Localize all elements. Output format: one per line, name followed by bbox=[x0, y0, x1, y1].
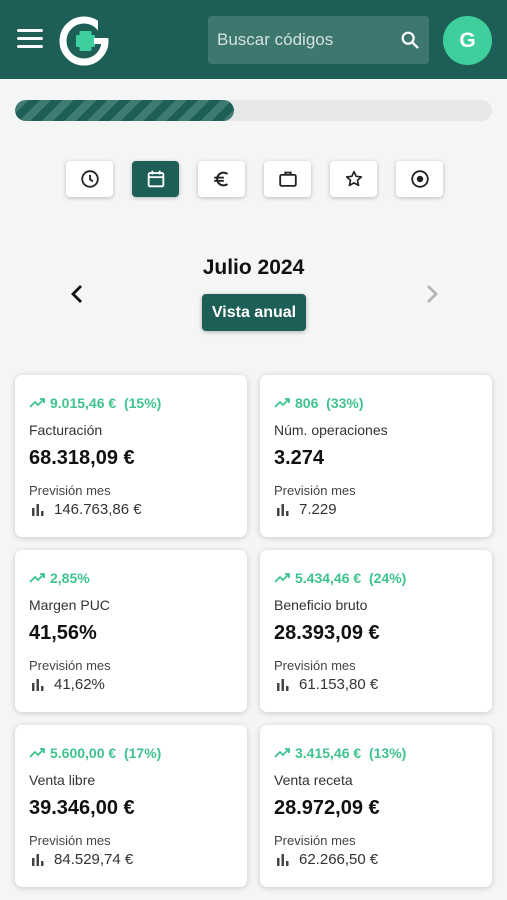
tab-favorites[interactable] bbox=[330, 161, 377, 197]
delta-value: 9.015,46 € bbox=[50, 395, 117, 411]
delta-percent: (33%) bbox=[326, 395, 364, 411]
delta-badge: 5.600,00 € (17%) bbox=[29, 745, 161, 761]
star-icon bbox=[345, 170, 362, 187]
year-view-button[interactable]: Vista anual bbox=[202, 294, 306, 331]
chevron-right-icon[interactable] bbox=[421, 282, 443, 306]
bar-chart-icon bbox=[277, 679, 289, 691]
tab-history[interactable] bbox=[66, 161, 113, 197]
trending-up-icon bbox=[274, 398, 290, 408]
clock-icon bbox=[80, 170, 99, 188]
search-input[interactable] bbox=[208, 16, 393, 64]
kpi-card-gross-profit[interactable]: 5.434,46 € (24%) Beneficio bruto 28.393,… bbox=[260, 550, 492, 712]
avatar[interactable]: G bbox=[443, 16, 492, 65]
delta-badge: 806 (33%) bbox=[274, 395, 364, 411]
delta-value: 3.415,46 € bbox=[295, 745, 362, 761]
kpi-card-prescription-sales[interactable]: 3.415,46 € (13%) Venta receta 28.972,09 … bbox=[260, 725, 492, 887]
forecast-row: 61.153,80 € bbox=[274, 676, 378, 693]
trending-up-icon bbox=[29, 398, 45, 408]
delta-badge: 3.415,46 € (13%) bbox=[274, 745, 406, 761]
bar-chart-icon bbox=[32, 679, 44, 691]
forecast-label: Previsión mes bbox=[274, 658, 356, 673]
search-icon[interactable] bbox=[399, 29, 421, 51]
tab-calendar[interactable] bbox=[132, 161, 179, 197]
forecast-value: 7.229 bbox=[299, 501, 337, 518]
search-box[interactable] bbox=[208, 16, 429, 64]
forecast-value: 62.266,50 € bbox=[299, 851, 379, 868]
trending-up-icon bbox=[29, 573, 45, 583]
tab-finance[interactable] bbox=[198, 161, 245, 197]
forecast-row: 41,62% bbox=[29, 676, 105, 693]
view-tabs bbox=[66, 161, 443, 197]
delta-percent: (17%) bbox=[123, 745, 162, 761]
kpi-value: 28.393,09 € bbox=[274, 622, 380, 644]
app-logo-icon[interactable] bbox=[58, 15, 110, 67]
delta-value: 2,85% bbox=[50, 570, 90, 586]
calendar-icon bbox=[147, 170, 164, 188]
kpi-value: 28.972,09 € bbox=[274, 797, 380, 819]
chevron-left-icon[interactable] bbox=[66, 282, 88, 306]
bar-chart-icon bbox=[32, 504, 44, 516]
target-icon bbox=[410, 170, 429, 188]
forecast-value: 41,62% bbox=[54, 676, 105, 693]
progress-fill bbox=[15, 100, 235, 121]
forecast-value: 84.529,74 € bbox=[54, 851, 134, 868]
delta-percent: (15%) bbox=[123, 395, 162, 411]
forecast-label: Previsión mes bbox=[29, 483, 111, 498]
bar-chart-icon bbox=[277, 854, 289, 866]
delta-percent: (13%) bbox=[368, 745, 407, 761]
kpi-card-operations[interactable]: 806 (33%) Núm. operaciones 3.274 Previsi… bbox=[260, 375, 492, 537]
forecast-row: 62.266,50 € bbox=[274, 851, 378, 868]
forecast-value: 61.153,80 € bbox=[299, 676, 379, 693]
forecast-row: 7.229 bbox=[274, 501, 337, 518]
trending-up-icon bbox=[29, 748, 45, 758]
delta-value: 5.600,00 € bbox=[50, 745, 117, 761]
forecast-row: 84.529,74 € bbox=[29, 851, 133, 868]
kpi-card-billing[interactable]: 9.015,46 € (15%) Facturación 68.318,09 €… bbox=[15, 375, 247, 537]
briefcase-icon bbox=[278, 171, 297, 187]
kpi-label: Venta receta bbox=[274, 772, 353, 788]
kpi-card-margin[interactable]: 2,85% Margen PUC 41,56% Previsión mes 41… bbox=[15, 550, 247, 712]
forecast-row: 146.763,86 € bbox=[29, 501, 142, 518]
forecast-label: Previsión mes bbox=[274, 483, 356, 498]
tab-business[interactable] bbox=[264, 161, 311, 197]
delta-badge: 9.015,46 € (15%) bbox=[29, 395, 161, 411]
kpi-value: 68.318,09 € bbox=[29, 447, 135, 469]
kpi-card-otc-sales[interactable]: 5.600,00 € (17%) Venta libre 39.346,00 €… bbox=[15, 725, 247, 887]
forecast-value: 146.763,86 € bbox=[54, 501, 142, 518]
delta-value: 5.434,46 € bbox=[295, 570, 362, 586]
kpi-value: 39.346,00 € bbox=[29, 797, 135, 819]
tab-target[interactable] bbox=[396, 161, 443, 197]
forecast-label: Previsión mes bbox=[29, 833, 111, 848]
kpi-label: Margen PUC bbox=[29, 597, 110, 613]
bar-chart-icon bbox=[32, 854, 44, 866]
delta-percent: (24%) bbox=[368, 570, 407, 586]
delta-badge: 5.434,46 € (24%) bbox=[274, 570, 406, 586]
trending-up-icon bbox=[274, 573, 290, 583]
kpi-label: Núm. operaciones bbox=[274, 422, 388, 438]
kpi-value: 41,56% bbox=[29, 622, 97, 644]
forecast-label: Previsión mes bbox=[274, 833, 356, 848]
top-app-bar: G bbox=[0, 0, 507, 79]
trending-up-icon bbox=[274, 748, 290, 758]
kpi-label: Venta libre bbox=[29, 772, 96, 788]
period-title: Julio 2024 bbox=[202, 256, 305, 279]
bar-chart-icon bbox=[277, 504, 289, 516]
delta-badge: 2,85% bbox=[29, 570, 90, 586]
euro-icon bbox=[213, 171, 228, 187]
forecast-label: Previsión mes bbox=[29, 658, 111, 673]
delta-value: 806 bbox=[295, 395, 319, 411]
menu-button[interactable] bbox=[17, 29, 43, 51]
kpi-value: 3.274 bbox=[274, 447, 325, 469]
progress-bar bbox=[15, 100, 492, 121]
kpi-label: Beneficio bruto bbox=[274, 597, 368, 613]
kpi-label: Facturación bbox=[29, 422, 103, 438]
